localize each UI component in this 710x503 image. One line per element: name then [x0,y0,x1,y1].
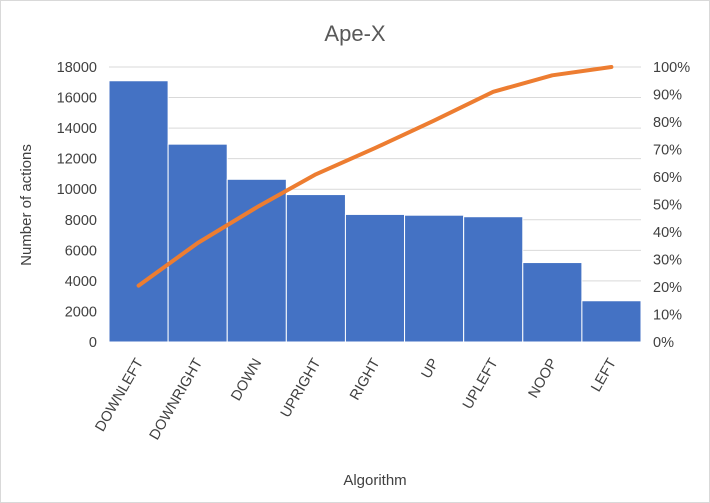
right-axis-ticks: 0% 10% 20% 30% 40% 50% 60% 70% 80% 90% 100% [653,60,690,351]
bar-downleft [108,80,169,343]
y2-tick-label: 50% [653,198,682,214]
bar-up [404,214,465,343]
x-axis-label: Algorithm [343,472,406,489]
chart-title: Ape-X [324,21,385,46]
y-axis-label: Number of actions [18,144,35,266]
x-tick-label: DOWNLEFT [92,356,147,435]
y-tick-label: 6000 [65,243,97,259]
y-tick-label: 10000 [57,182,97,198]
bar-upright [285,194,346,343]
x-tick-label: DOWN [228,356,265,404]
x-tick-label: UP [419,356,443,381]
y-tick-label: 4000 [65,274,97,290]
x-tick-label: RIGHT [347,356,383,403]
y2-tick-label: 30% [653,253,682,269]
bar-left [581,300,642,343]
y-tick-label: 0 [89,335,97,351]
bar-series [108,80,642,343]
x-tick-label: DOWNRIGHT [147,356,206,443]
bar-upleft [463,216,524,343]
y2-tick-label: 0% [653,335,674,351]
x-tick-label: UPRIGHT [278,356,325,421]
x-tick-label: UPLEFT [460,356,502,412]
y-tick-label: 16000 [57,91,97,107]
y2-tick-label: 20% [653,280,682,296]
y-tick-label: 12000 [57,152,97,168]
y2-tick-label: 90% [653,88,682,104]
y2-tick-label: 80% [653,115,682,131]
x-tick-label: NOOP [526,356,561,401]
left-axis-ticks: 0 2000 4000 6000 8000 10000 12000 14000 16000 180… [57,60,97,351]
y2-tick-label: 40% [653,225,682,241]
y2-tick-label: 60% [653,170,682,186]
y2-tick-label: 10% [653,308,682,324]
x-axis-ticks: DOWNLEFT DOWNRIGHT DOWN UPRIGHT RIGHT UP UPLEF… [92,356,619,443]
y-tick-label: 18000 [57,60,97,76]
y-tick-label: 14000 [57,121,97,137]
y2-tick-label: 100% [653,60,690,76]
bar-noop [522,262,583,343]
y-tick-label: 8000 [65,213,97,229]
bar-down [226,178,287,343]
cumulative-percent-line [136,65,614,288]
cumulative-line-series [136,65,614,288]
y-tick-label: 2000 [65,304,97,320]
bar-right [344,213,406,343]
y2-tick-label: 70% [653,143,682,159]
x-tick-label: LEFT [588,356,620,395]
